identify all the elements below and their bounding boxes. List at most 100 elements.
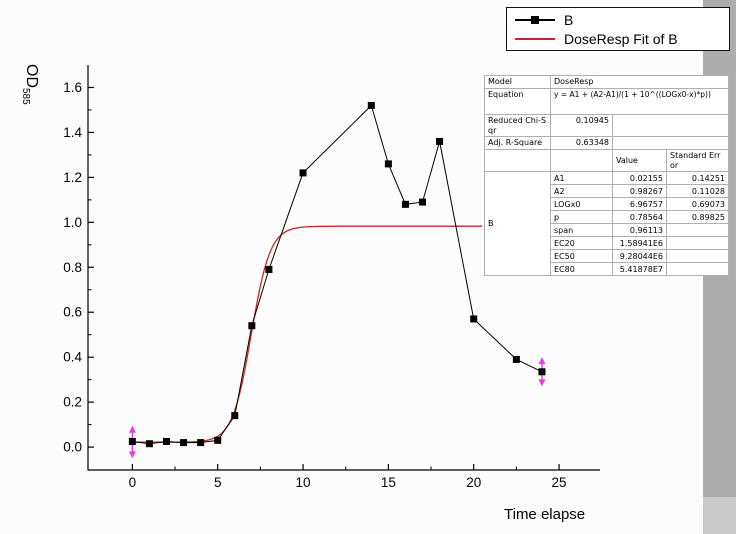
cell-dataset-b: B <box>484 171 551 277</box>
data-point-marker[interactable] <box>384 160 392 168</box>
legend-label-fit: DoseResp Fit of B <box>564 30 678 47</box>
error-arrow-up-icon <box>538 357 546 365</box>
x-tick-label: 10 <box>296 475 311 490</box>
fit-curve[interactable] <box>132 225 483 443</box>
table-row-model: Model DoseResp <box>484 75 730 89</box>
cell-chisqr-value: 0.10945 <box>550 113 613 138</box>
table-row-chisqr: Reduced Chi-Sqr 0.10945 <box>484 113 730 138</box>
data-point-marker[interactable] <box>538 368 546 376</box>
table-row-param: span 0.96113 <box>485 223 730 238</box>
data-point-marker[interactable] <box>248 322 256 330</box>
data-point-marker[interactable] <box>367 101 375 109</box>
cell-param-value: 9.28044E6 <box>612 249 667 264</box>
cell-param-se <box>665 262 730 277</box>
series-line-marker-icon <box>515 13 555 27</box>
cell-param-value: 0.78564 <box>612 210 667 225</box>
cell-rsquare-label: Adj. R-Square <box>484 136 551 151</box>
cell-equation-label: Equation <box>484 88 551 115</box>
y-axis-title-subscript: 585 <box>20 88 31 105</box>
table-row-param: B A1 0.02155 0.14251 <box>484 171 730 277</box>
y-tick-label: 1.6 <box>63 80 82 95</box>
x-tick-label: 15 <box>381 475 396 490</box>
cell-equation-value: y = A1 + (A2-A1)/(1 + 10^((LOGx0-x)*p)) <box>549 88 730 115</box>
error-arrow-up-icon <box>128 425 136 433</box>
header-standard-error: Standard Error <box>665 149 730 173</box>
data-point-marker[interactable] <box>401 200 409 208</box>
cell-param-se <box>665 236 730 251</box>
y-tick-label: 0.6 <box>63 305 82 320</box>
table-row-equation: Equation y = A1 + (A2-A1)/(1 + 10^((LOGx… <box>484 88 730 115</box>
fit-line-icon <box>515 37 555 40</box>
square-marker-icon <box>531 15 539 24</box>
x-tick-label: 0 <box>129 475 137 490</box>
data-point-marker[interactable] <box>419 198 427 206</box>
data-point-marker[interactable] <box>180 439 188 447</box>
y-tick-label: 1.0 <box>63 215 82 230</box>
data-point-marker[interactable] <box>197 439 205 447</box>
table-row-rsquare: Adj. R-Square 0.63348 <box>484 136 730 151</box>
x-tick-label: 25 <box>552 475 567 490</box>
cell-param-se: 0.89825 <box>665 210 730 225</box>
legend-box[interactable]: B DoseResp Fit of B <box>506 7 730 51</box>
cell-empty <box>550 149 613 173</box>
data-point-marker[interactable] <box>231 412 239 420</box>
cell-empty <box>611 136 730 151</box>
cell-chisqr-label: Reduced Chi-Sqr <box>484 113 551 138</box>
x-tick-label: 5 <box>214 475 222 490</box>
y-tick-label: 0.4 <box>63 350 82 365</box>
data-point-marker[interactable] <box>512 355 520 363</box>
cell-param-value: 6.96757 <box>612 197 667 212</box>
y-axis-title-text: OD <box>23 64 40 88</box>
legend-label-series-b: B <box>564 11 574 28</box>
cell-empty <box>484 149 551 173</box>
cell-param-name: EC20 <box>550 236 613 251</box>
cell-param-se <box>665 249 730 264</box>
cell-rsquare-value: 0.63348 <box>550 136 613 151</box>
data-point-marker[interactable] <box>163 437 171 445</box>
cell-param-value: 0.96113 <box>612 223 667 238</box>
table-row-param: EC80 5.41878E7 <box>485 262 730 277</box>
fit-results-table[interactable]: Model DoseResp Equation y = A1 + (A2-A1)… <box>484 75 730 277</box>
cell-param-se: 0.14251 <box>665 171 730 186</box>
window-edge-stripe-bottom <box>703 497 736 534</box>
cell-param-name: LOGx0 <box>550 197 613 212</box>
header-value: Value <box>612 149 667 173</box>
data-point-marker[interactable] <box>145 440 153 448</box>
x-axis-title: Time elapse <box>504 506 586 523</box>
y-tick-label: 0.8 <box>63 260 82 275</box>
cell-param-name: p <box>550 210 613 225</box>
cell-param-se <box>665 223 730 238</box>
data-point-marker[interactable] <box>470 315 478 323</box>
y-tick-label: 1.4 <box>63 125 82 140</box>
cell-model-label: Model <box>484 75 551 89</box>
cell-param-value: 0.98267 <box>612 184 667 199</box>
data-point-marker[interactable] <box>128 437 136 445</box>
series-line[interactable] <box>132 104 543 445</box>
error-arrow-down-icon <box>538 379 546 387</box>
data-point-marker[interactable] <box>436 137 444 145</box>
cell-param-value: 1.58941E6 <box>612 236 667 251</box>
y-tick-label: 1.2 <box>63 170 82 185</box>
fit-line-marker-icon <box>515 32 555 46</box>
data-point-marker[interactable] <box>265 266 273 274</box>
data-point-marker[interactable] <box>299 169 307 177</box>
data-point-marker[interactable] <box>214 436 222 444</box>
legend-entry-series-b[interactable]: B <box>507 10 729 29</box>
y-tick-label: 0.2 <box>63 395 82 410</box>
cell-empty <box>611 113 730 138</box>
cell-param-name: A1 <box>550 171 613 186</box>
table-row-header: Value Standard Error <box>484 149 730 173</box>
x-tick-label: 20 <box>466 475 481 490</box>
error-arrow-down-icon <box>128 451 136 459</box>
cell-param-value: 0.02155 <box>612 171 667 186</box>
cell-param-name: A2 <box>550 184 613 199</box>
cell-param-se: 0.69073 <box>665 197 730 212</box>
table-row-param: LOGx0 6.96757 0.69073 <box>485 197 730 212</box>
cell-param-name: EC80 <box>550 262 613 277</box>
cell-param-value: 5.41878E7 <box>612 262 667 277</box>
table-row-param: p 0.78564 0.89825 <box>485 210 730 225</box>
y-axis-title: OD585 <box>18 64 40 136</box>
legend-entry-fit[interactable]: DoseResp Fit of B <box>507 29 729 48</box>
